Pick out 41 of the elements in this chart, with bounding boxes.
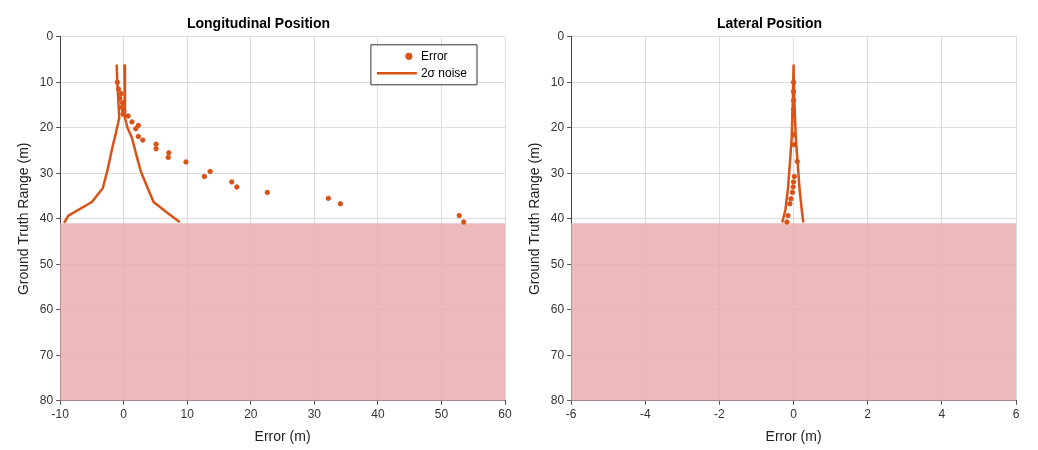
x-tick-label: 0	[790, 407, 798, 422]
x-tick-label: 6	[1012, 407, 1020, 422]
chart-title: Longitudinal Position	[186, 15, 331, 32]
y-tick-label: 20	[39, 120, 54, 135]
y-tick-label: 50	[550, 256, 565, 271]
x-tick-label: 30	[307, 407, 322, 422]
x-axis-title: Error (m)	[254, 428, 311, 445]
y-tick-label: 30	[550, 165, 565, 180]
x-tick-label: -4	[639, 407, 651, 422]
y-tick-label: 10	[550, 74, 565, 89]
y-tick-label: 10	[39, 74, 54, 89]
y-tick-label: 60	[39, 302, 54, 317]
y-tick-label: 40	[550, 211, 565, 226]
y-tick-label: 0	[557, 29, 565, 44]
y-tick-label: 20	[550, 120, 565, 135]
y-tick-label: 80	[39, 393, 54, 408]
x-axis-title: Error (m)	[765, 428, 822, 445]
x-tick-label: 4	[938, 407, 946, 422]
x-tick-label: 60	[498, 407, 512, 422]
x-tick-label: 10	[180, 407, 195, 422]
x-tick-label: -2	[714, 407, 726, 422]
chart-title: Lateral Position	[716, 15, 823, 32]
y-tick-label: 0	[46, 29, 54, 44]
legend-label: Error	[420, 48, 448, 63]
x-tick-label: -6	[565, 407, 577, 422]
x-tick-label: 0	[120, 407, 128, 422]
x-tick-label: 20	[244, 407, 258, 422]
y-tick-label: 80	[550, 393, 565, 408]
x-tick-label: -10	[51, 407, 70, 422]
legend-label: 2σ noise	[420, 65, 468, 80]
x-tick-label: 2	[864, 407, 872, 422]
y-axis-title: Ground Truth Range (m)	[526, 142, 543, 296]
x-tick-label: 40	[371, 407, 385, 422]
y-axis-title: Ground Truth Range (m)	[15, 142, 32, 296]
y-tick-label: 60	[550, 302, 565, 317]
x-tick-label: 50	[434, 407, 449, 422]
y-tick-label: 40	[39, 211, 54, 226]
y-tick-label: 50	[39, 256, 54, 271]
y-tick-label: 70	[550, 347, 565, 362]
y-tick-label: 30	[39, 165, 54, 180]
y-tick-label: 70	[39, 347, 54, 362]
